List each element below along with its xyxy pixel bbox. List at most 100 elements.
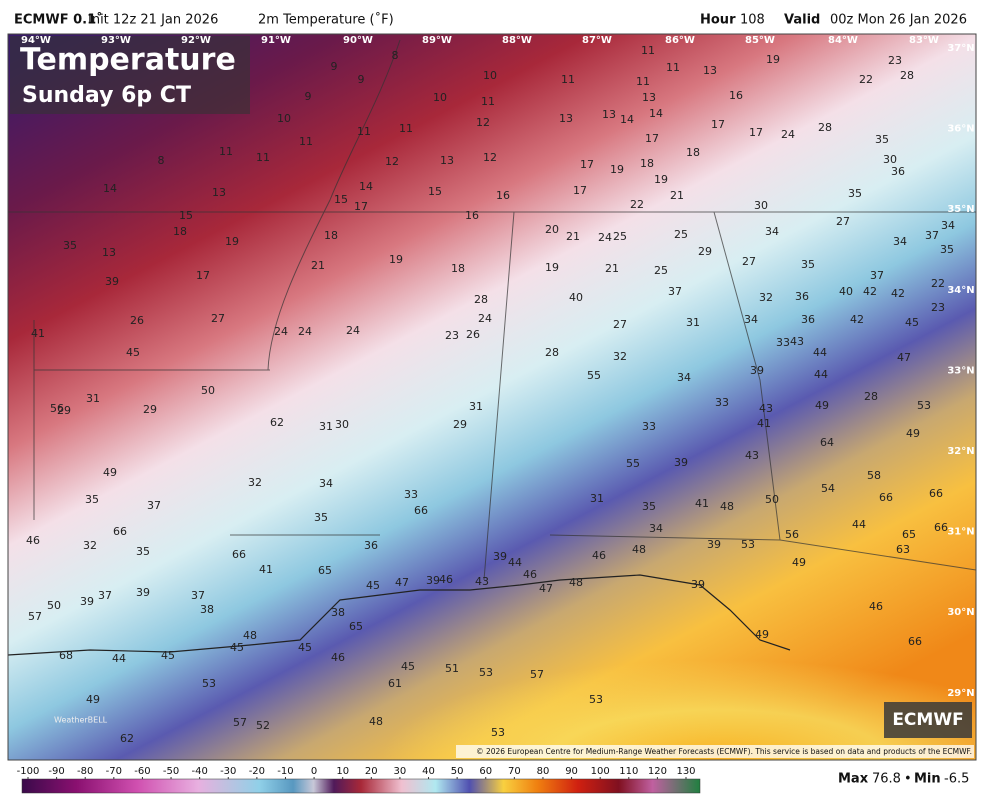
station-value: 34: [765, 225, 779, 238]
station-value: 45: [230, 641, 244, 654]
station-value: 49: [755, 628, 769, 641]
station-value: 17: [573, 184, 587, 197]
lat-label: 33°N: [947, 365, 974, 376]
station-value: 37: [191, 589, 205, 602]
station-value: 53: [741, 538, 755, 551]
station-value: 28: [900, 69, 914, 82]
station-value: 24: [781, 128, 795, 141]
station-value: 56: [50, 402, 64, 415]
station-value: 24: [298, 325, 312, 338]
station-value: 39: [493, 550, 507, 563]
colorbar-tick-label: -70: [106, 766, 122, 777]
station-value: 66: [113, 525, 127, 538]
lat-label: 29°N: [947, 688, 974, 699]
station-value: 20: [545, 223, 559, 236]
station-value: 26: [466, 328, 480, 341]
max: 76.8: [872, 772, 901, 787]
station-value: 55: [587, 369, 601, 382]
sep: •: [904, 772, 912, 787]
station-value: 10: [277, 112, 291, 125]
lon-label: 94°W: [21, 35, 51, 46]
station-value: 51: [445, 662, 459, 675]
station-value: 8: [392, 49, 399, 62]
map: [7, 33, 977, 761]
model: ECMWF 0.1˚: [14, 12, 103, 28]
station-value: 66: [929, 487, 943, 500]
station-value: 31: [469, 400, 483, 413]
station-value: 38: [331, 606, 345, 619]
station-value: 11: [256, 151, 270, 164]
station-value: 23: [931, 301, 945, 314]
station-value: 49: [86, 693, 100, 706]
station-value: 28: [818, 121, 832, 134]
station-value: 56: [785, 528, 799, 541]
station-value: 65: [902, 528, 916, 541]
station-value: 24: [274, 325, 288, 338]
station-value: 39: [674, 456, 688, 469]
station-value: 47: [539, 582, 553, 595]
station-value: 49: [815, 399, 829, 412]
station-value: 8: [158, 154, 165, 167]
lon-label: 91°W: [261, 35, 291, 46]
lon-label: 87°W: [582, 35, 612, 46]
station-value: 13: [642, 91, 656, 104]
station-value: 11: [299, 135, 313, 148]
station-value: 44: [852, 518, 866, 531]
station-value: 11: [399, 122, 413, 135]
station-value: 21: [566, 230, 580, 243]
station-value: 37: [870, 269, 884, 282]
station-value: 35: [848, 187, 862, 200]
station-value: 50: [201, 384, 215, 397]
station-value: 25: [613, 230, 627, 243]
station-value: 23: [445, 329, 459, 342]
station-value: 34: [319, 477, 333, 490]
station-value: 45: [905, 316, 919, 329]
lon-label: 88°W: [502, 35, 532, 46]
station-value: 41: [259, 563, 273, 576]
brand: WeatherBELL: [54, 716, 108, 725]
station-value: 19: [654, 173, 668, 186]
lon-label: 89°W: [422, 35, 452, 46]
station-value: 41: [757, 417, 771, 430]
station-value: 30: [883, 153, 897, 166]
station-value: 43: [475, 575, 489, 588]
colorbar-tick-label: -90: [48, 766, 64, 777]
station-value: 19: [610, 163, 624, 176]
station-value: 43: [790, 335, 804, 348]
lon-label: 92°W: [181, 35, 211, 46]
station-value: 53: [202, 677, 216, 690]
station-value: 39: [136, 586, 150, 599]
station-value: 57: [233, 716, 247, 729]
station-value: 36: [795, 290, 809, 303]
station-value: 50: [47, 599, 61, 612]
lat-label: 34°N: [947, 285, 974, 296]
lon-label: 83°W: [909, 35, 939, 46]
station-value: 35: [85, 493, 99, 506]
station-value: 10: [483, 69, 497, 82]
station-value: 21: [605, 262, 619, 275]
station-value: 58: [867, 469, 881, 482]
station-value: 46: [523, 568, 537, 581]
station-value: 33: [715, 396, 729, 409]
station-value: 34: [941, 219, 955, 232]
station-value: 13: [559, 112, 573, 125]
station-value: 18: [324, 229, 338, 242]
header: ECMWF 0.1˚ Init 12z 21 Jan 2026 2m Tempe…: [14, 12, 967, 28]
station-value: 39: [426, 574, 440, 587]
station-value: 18: [686, 146, 700, 159]
valid: 00z Mon 26 Jan 2026: [830, 13, 967, 28]
station-value: 22: [859, 73, 873, 86]
station-value: 45: [298, 641, 312, 654]
station-value: 32: [83, 539, 97, 552]
station-value: 49: [792, 556, 806, 569]
station-value: 48: [632, 543, 646, 556]
lat-label: 32°N: [947, 446, 974, 457]
colorbar-tick-label: 10: [336, 766, 349, 777]
station-value: 33: [404, 488, 418, 501]
station-value: 18: [640, 157, 654, 170]
station-value: 34: [744, 313, 758, 326]
lat-label: 30°N: [947, 607, 974, 618]
station-value: 17: [580, 158, 594, 171]
colorbar-tick-label: -100: [17, 766, 40, 777]
